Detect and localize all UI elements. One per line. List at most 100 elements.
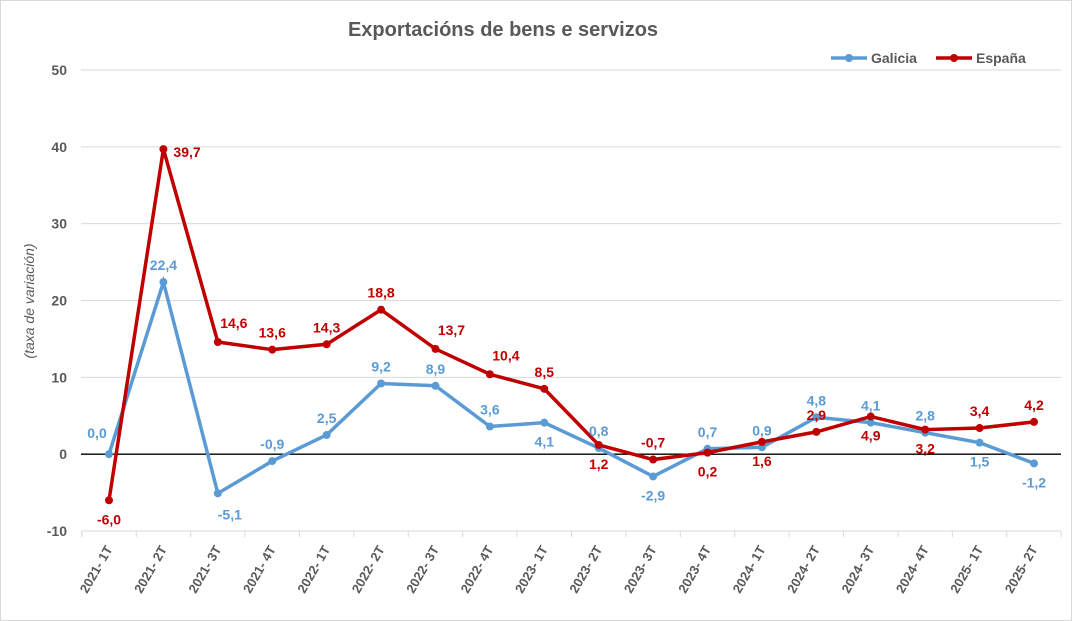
data-label: -0,7 bbox=[641, 435, 665, 451]
chart-title: Exportacións de bens e servizos bbox=[348, 19, 658, 41]
x-tick-label: 2022- 4T bbox=[457, 543, 496, 596]
data-point bbox=[485, 370, 494, 379]
data-label: 8,5 bbox=[535, 364, 555, 380]
x-tick-label: 2021- 1T bbox=[77, 543, 116, 596]
data-label: 13,6 bbox=[259, 325, 286, 341]
data-label: 1,5 bbox=[970, 454, 990, 470]
data-label: -2,9 bbox=[641, 487, 665, 503]
x-tick-label: 2025- 2T bbox=[1002, 543, 1041, 596]
data-label: 9,2 bbox=[371, 358, 391, 374]
data-label: 0,8 bbox=[589, 423, 609, 439]
data-point bbox=[594, 440, 603, 449]
data-label: 0,9 bbox=[752, 422, 772, 438]
data-label: 13,7 bbox=[438, 322, 465, 338]
data-label: -6,0 bbox=[97, 511, 121, 527]
data-point bbox=[1030, 459, 1038, 468]
legend-marker bbox=[950, 54, 958, 62]
x-tick-label: 2025- 1T bbox=[947, 543, 986, 596]
data-point bbox=[812, 413, 821, 422]
data-point bbox=[975, 438, 984, 447]
y-tick-label: 50 bbox=[51, 62, 67, 78]
data-point bbox=[866, 418, 875, 427]
data-point bbox=[159, 145, 168, 154]
data-label: -5,1 bbox=[218, 506, 242, 522]
data-label: -1,2 bbox=[1022, 474, 1046, 490]
data-label: 0,2 bbox=[698, 464, 718, 480]
data-point bbox=[431, 381, 440, 390]
data-point bbox=[812, 427, 821, 436]
data-point bbox=[540, 384, 549, 393]
x-tick-label: 2023- 2T bbox=[566, 543, 605, 596]
data-point bbox=[159, 278, 168, 287]
data-label: 4,2 bbox=[1024, 397, 1044, 413]
legend-label: Galicia bbox=[871, 50, 917, 66]
data-point bbox=[377, 379, 386, 388]
data-point bbox=[540, 418, 549, 427]
data-label: 22,4 bbox=[150, 257, 177, 273]
y-tick-label: 10 bbox=[51, 369, 67, 385]
data-label: 4,1 bbox=[861, 398, 881, 414]
legend-marker bbox=[845, 54, 853, 62]
data-point bbox=[757, 437, 766, 446]
x-tick-label: 2021- 2T bbox=[131, 543, 170, 596]
data-label: -0,9 bbox=[260, 436, 284, 452]
data-label: 4,8 bbox=[807, 392, 827, 408]
y-tick-label: 0 bbox=[59, 446, 67, 462]
data-label: 2,5 bbox=[317, 410, 337, 426]
data-point bbox=[213, 337, 222, 346]
data-label: 3,2 bbox=[915, 441, 935, 457]
data-label: 1,6 bbox=[752, 453, 772, 469]
data-point bbox=[268, 457, 277, 466]
data-label: 3,4 bbox=[970, 403, 990, 419]
series-line-galicia bbox=[107, 275, 1035, 497]
data-label: 2,8 bbox=[915, 408, 935, 424]
data-point bbox=[322, 430, 331, 439]
data-point bbox=[1030, 417, 1038, 426]
x-tick-label: 2024- 2T bbox=[784, 543, 823, 596]
data-point bbox=[649, 472, 658, 481]
data-point bbox=[485, 422, 494, 431]
data-label: 18,8 bbox=[367, 285, 394, 301]
x-tick-label: 2024- 4T bbox=[893, 543, 932, 596]
data-label: 39,7 bbox=[173, 144, 200, 160]
data-point bbox=[703, 448, 712, 457]
x-tick-label: 2024- 3T bbox=[838, 543, 877, 596]
x-tick-label: 2021- 4T bbox=[240, 543, 279, 596]
x-tick-label: 2024- 1T bbox=[730, 543, 769, 596]
y-axis-label: (taxa de variación) bbox=[21, 243, 37, 358]
data-point bbox=[921, 425, 930, 434]
data-label: 0,0 bbox=[87, 425, 107, 441]
data-point bbox=[649, 455, 658, 464]
data-label: 3,6 bbox=[480, 402, 500, 418]
data-point bbox=[431, 344, 440, 353]
data-point bbox=[377, 305, 386, 314]
x-tick-label: 2021- 3T bbox=[185, 543, 224, 596]
data-label: 14,6 bbox=[220, 315, 247, 331]
y-tick-label: 30 bbox=[51, 216, 67, 232]
x-tick-label: 2023- 1T bbox=[512, 543, 551, 596]
data-point bbox=[268, 345, 277, 354]
data-label: 0,7 bbox=[698, 424, 718, 440]
data-label: 1,2 bbox=[589, 456, 609, 472]
x-tick-label: 2023- 3T bbox=[621, 543, 660, 596]
data-point bbox=[213, 489, 222, 498]
data-label: 8,9 bbox=[426, 361, 446, 377]
data-point bbox=[322, 340, 331, 349]
data-point bbox=[105, 450, 113, 459]
data-point bbox=[975, 424, 984, 433]
data-label: 4,9 bbox=[861, 428, 881, 444]
data-point bbox=[105, 496, 113, 505]
data-label: 2,9 bbox=[807, 407, 827, 423]
series-line-españa bbox=[107, 148, 1035, 501]
y-tick-label: 40 bbox=[51, 139, 67, 155]
x-tick-label: 2022- 2T bbox=[349, 543, 388, 596]
x-tick-label: 2022- 1T bbox=[294, 543, 333, 596]
x-tick-label: 2022- 3T bbox=[403, 543, 442, 596]
data-label: 10,4 bbox=[492, 347, 519, 363]
data-label: 4,1 bbox=[535, 434, 555, 450]
y-tick-label: -10 bbox=[47, 523, 67, 539]
y-tick-label: 20 bbox=[51, 293, 67, 309]
data-point bbox=[866, 412, 875, 421]
